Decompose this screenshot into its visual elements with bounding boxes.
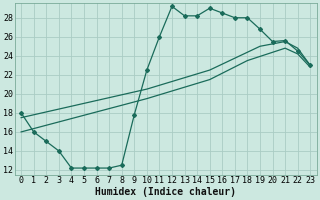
X-axis label: Humidex (Indice chaleur): Humidex (Indice chaleur) <box>95 186 236 197</box>
